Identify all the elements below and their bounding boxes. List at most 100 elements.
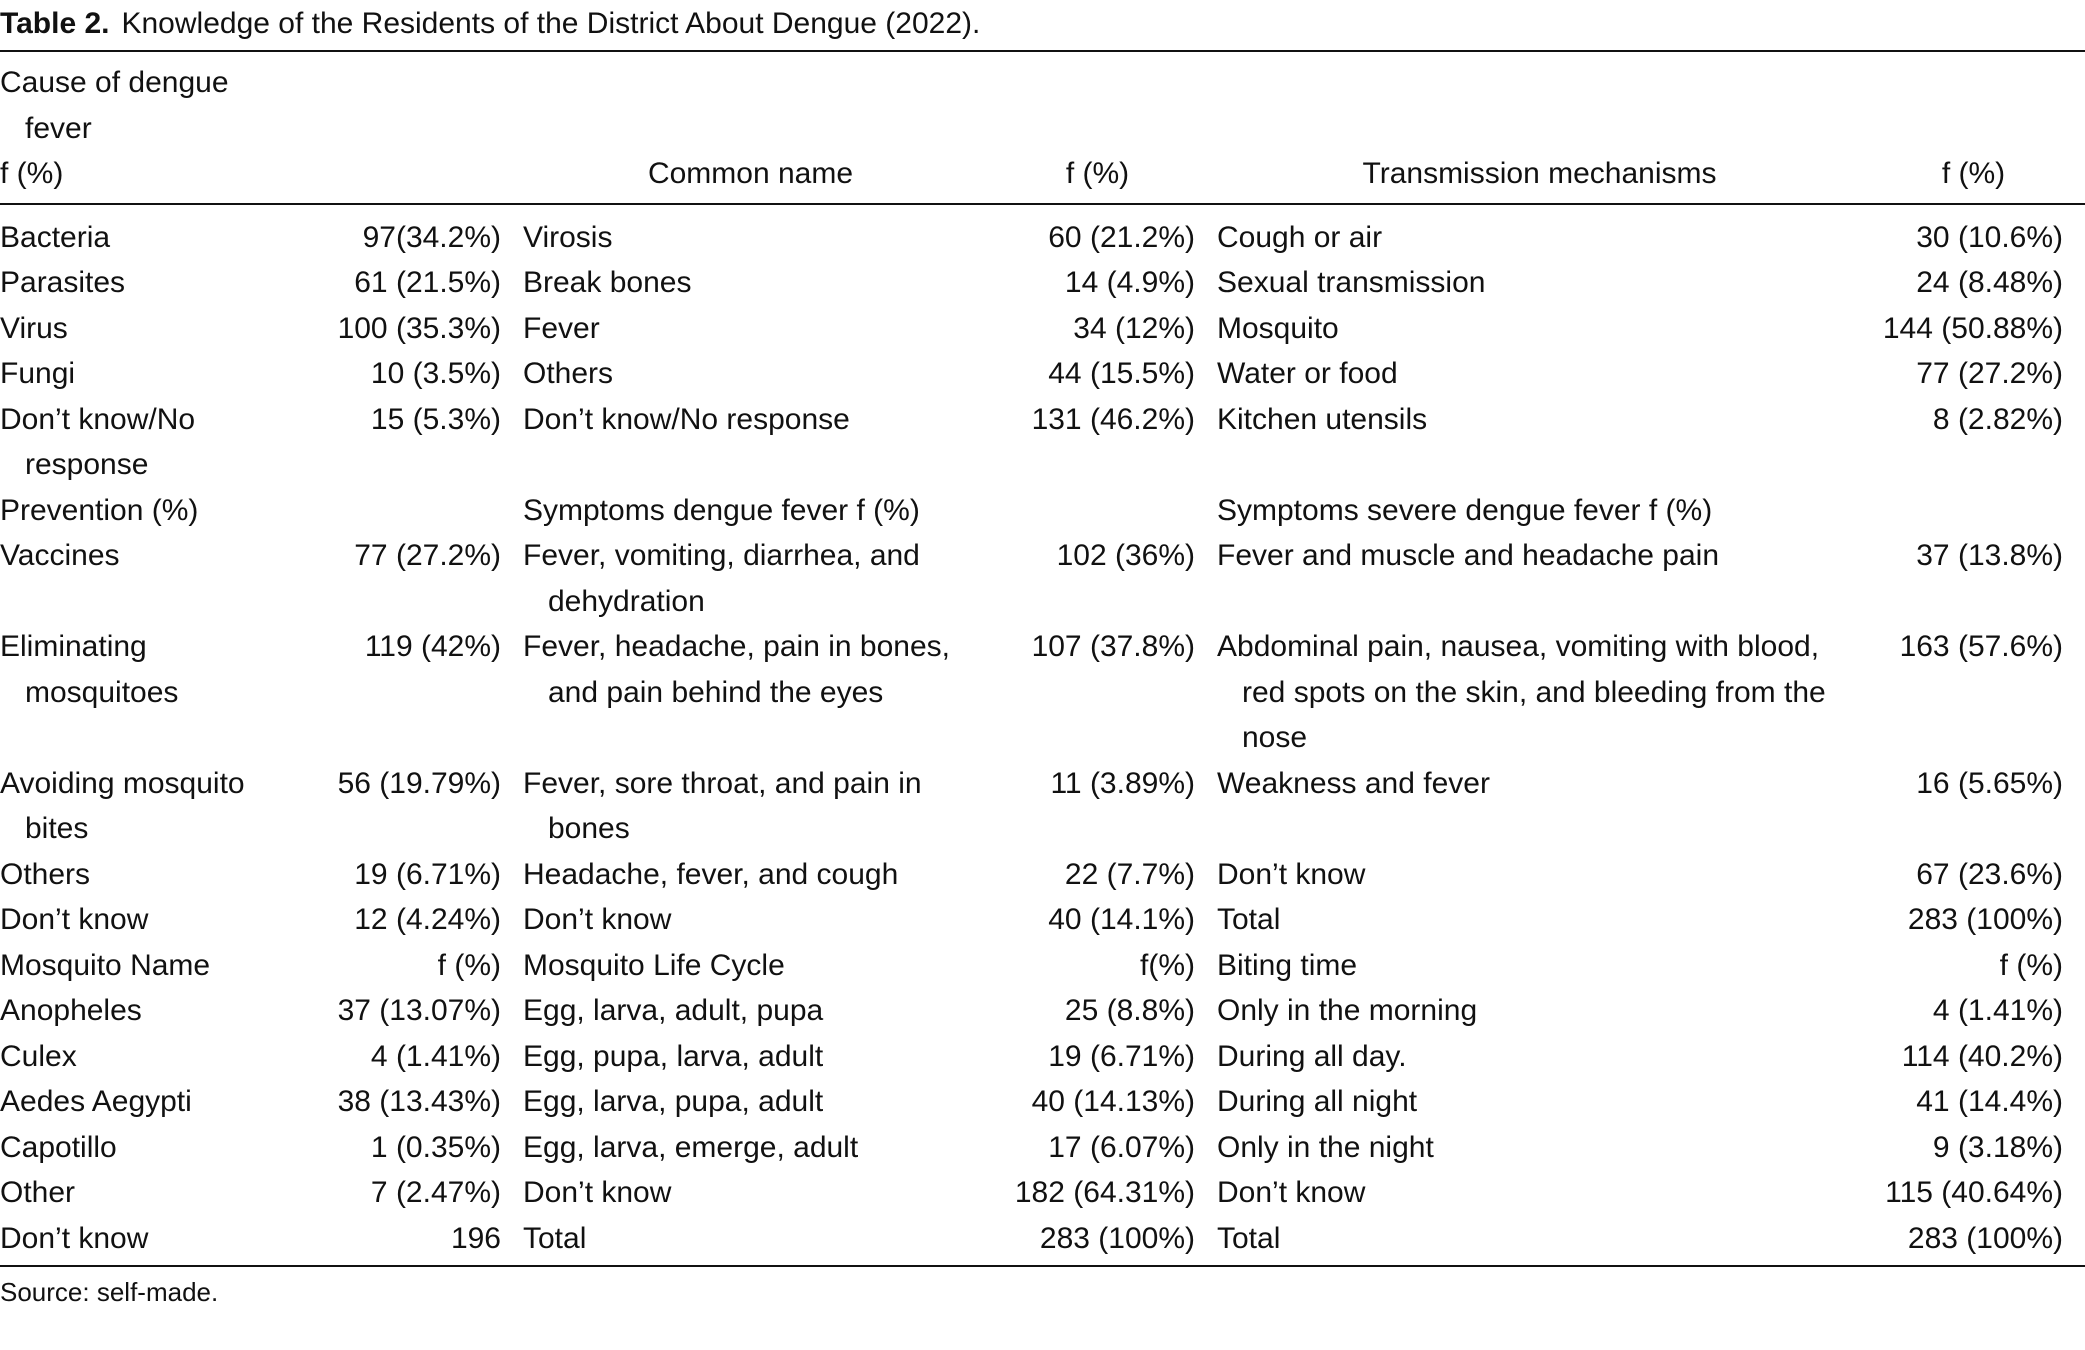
header-cell: Common name [647, 157, 854, 190]
cell: 12 (4.24%) [354, 903, 501, 936]
header-cell: Cause of dengue fever f (%) [0, 51, 286, 204]
cell: Fungi [0, 357, 76, 390]
cell: Don’t know [523, 1176, 672, 1209]
cell: 283 (100%) [1907, 1221, 2063, 1255]
cell: 38 (13.43%) [337, 1085, 501, 1118]
cell: Fever, vomiting, diarrhea, and dehydrati… [523, 539, 920, 618]
cell: 60 (21.2%) [1048, 220, 1195, 254]
cell: Eliminating mosquitoes [0, 630, 179, 709]
cell: Don’t know [0, 903, 149, 936]
cell: Only in the morning [1217, 994, 1478, 1027]
header-cell: Transmission mechanisms [1362, 157, 1717, 190]
cell [978, 488, 1217, 534]
cell: 182 (64.31%) [1014, 1176, 1195, 1209]
table-row: Anopheles 37 (13.07%) Egg, larva, adult, p… [0, 988, 2085, 1034]
cell: 37 (13.8%) [1916, 539, 2063, 572]
cell: 1 (0.35%) [370, 1130, 501, 1164]
cell: Weakness and fever [1217, 766, 1490, 800]
cell: Total [1217, 903, 1281, 936]
cell: 19 (6.71%) [1048, 1039, 1195, 1073]
cell: Cough or air [1217, 220, 1383, 254]
cell: 16 (5.65%) [1916, 766, 2063, 800]
cell: 25 (8.8%) [1064, 994, 1195, 1027]
cell: Egg, larva, pupa, adult [523, 1085, 824, 1118]
cell: 40 (14.1%) [1048, 903, 1195, 936]
cell: Culex [0, 1039, 77, 1073]
table-row: Others 19 (6.71%) Headache, fever, and cou… [0, 852, 2085, 898]
cell: Parasites [0, 266, 126, 299]
caption: Table 2. Knowledge of the Residents of th… [0, 0, 2085, 50]
table-row: Eliminating mosquitoes 119 (42%) Fever, he… [0, 624, 2085, 761]
table-row: Other 7 (2.47%) Don’t know 182 (64.31%) Don’… [0, 1170, 2085, 1216]
cell: Mosquito [1217, 311, 1339, 345]
cell: Fever, headache, pain in bones, and pain… [523, 630, 950, 709]
cell: Break bones [523, 266, 692, 299]
cell [286, 488, 523, 534]
cell: Vaccines [0, 539, 120, 572]
table-row: Don’t know 196 Total 283 (100%) Total 283 (10… [0, 1216, 2085, 1266]
cell: 97(34.2%) [362, 220, 501, 254]
cell [1862, 488, 2085, 534]
cell: Headache, fever, and cough [523, 857, 899, 891]
cell: Egg, larva, adult, pupa [523, 994, 824, 1027]
cell: Don’t know/No response [523, 402, 850, 436]
header-row: Cause of dengue fever f (%) Common name f (… [0, 51, 2085, 204]
cell: 37 (13.07%) [337, 994, 501, 1027]
cell: 22 (7.7%) [1064, 857, 1195, 891]
cell: Total [1217, 1221, 1281, 1255]
cell: Bacteria [0, 220, 111, 254]
cell: Virus [0, 311, 68, 345]
cell: Symptoms dengue fever f (%) [523, 493, 920, 527]
cell: Fever, sore throat, and pain in bones [523, 766, 922, 846]
header-cell: f (%) [1065, 157, 1130, 190]
cell: 77 (27.2%) [354, 539, 501, 572]
cell: 30 (10.6%) [1916, 220, 2063, 254]
cell: Symptoms severe dengue fever f (%) [1217, 493, 1713, 527]
cell: 119 (42%) [364, 630, 501, 663]
cell: Don’t know [1217, 857, 1366, 891]
cell: 8 (2.82%) [1932, 402, 2063, 436]
cell: 4 (1.41%) [370, 1039, 501, 1073]
table-body: Bacteria 97(34.2%) Virosis 60 (21.2%) Cough … [0, 204, 2085, 1266]
cell: 15 (5.3%) [370, 402, 501, 436]
cell: 11 (3.89%) [1050, 766, 1195, 800]
cell: 7 (2.47%) [370, 1176, 501, 1209]
table-row: Vaccines 77 (27.2%) Fever, vomiting, diarr… [0, 533, 2085, 624]
source-note: Source: self-made. [0, 1277, 219, 1307]
table-row: Virus 100 (35.3%) Fever 34 (12%) Mosquito 144… [0, 306, 2085, 352]
table-row: Prevention (%) Symptoms dengue fever f (%… [0, 488, 2085, 534]
header-cell [286, 51, 523, 204]
cell: Mosquito Life Cycle [523, 948, 785, 982]
caption-title: Knowledge of the Residents of the Distri… [121, 7, 981, 40]
cell: 14 (4.9%) [1064, 266, 1195, 299]
cell: 61 (21.5%) [354, 266, 501, 299]
cell: Biting time [1217, 948, 1358, 982]
cell: Don’t know [523, 903, 672, 936]
cell: Aedes Aegypti [0, 1085, 192, 1118]
cell: 41 (14.4%) [1916, 1085, 2063, 1118]
cell: Sexual transmission [1217, 266, 1486, 299]
cell: 107 (37.8%) [1031, 630, 1195, 663]
cell: 9 (3.18%) [1932, 1130, 2063, 1164]
table-header: Cause of dengue fever f (%) Common name f (… [0, 51, 2085, 204]
cell: Kitchen utensils [1217, 402, 1428, 436]
cell: Egg, pupa, larva, adult [523, 1039, 824, 1073]
cell: Virosis [523, 220, 613, 254]
cell: 102 (36%) [1056, 539, 1195, 572]
cell: 163 (57.6%) [1899, 630, 2063, 663]
cell: 19 (6.71%) [354, 857, 501, 891]
cell: 115 (40.64%) [1885, 1176, 2063, 1209]
cell: During all day. [1217, 1039, 1407, 1073]
table-row: Don’t know 12 (4.24%) Don’t know 40 (14.1%)… [0, 897, 2085, 943]
cell: Others [523, 357, 614, 390]
table-row: Don’t know/No response 15 (5.3%) Don’t kno… [0, 397, 2085, 488]
cell: 196 [450, 1221, 501, 1255]
table-row: Bacteria 97(34.2%) Virosis 60 (21.2%) Cough … [0, 204, 2085, 261]
cell: 77 (27.2%) [1916, 357, 2063, 390]
cell: 100 (35.3%) [337, 311, 501, 345]
cell: Water or food [1217, 357, 1398, 390]
cell: Avoiding mosquito bites [0, 766, 245, 846]
header-text: Cause of dengue fever [0, 66, 229, 145]
table-row: Avoiding mosquito bites 56 (19.79%) Fever,… [0, 761, 2085, 852]
cell: Prevention (%) [0, 493, 199, 527]
